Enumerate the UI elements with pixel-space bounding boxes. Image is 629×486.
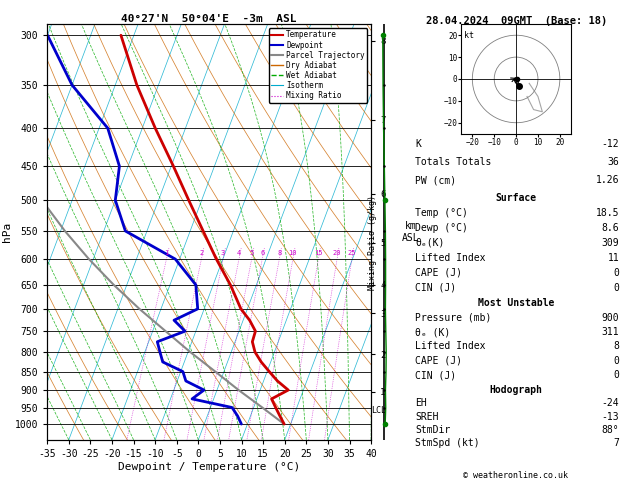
Text: Mixing Ratio (g/kg): Mixing Ratio (g/kg) — [368, 195, 377, 291]
Text: CAPE (J): CAPE (J) — [415, 356, 462, 366]
Text: 309: 309 — [602, 238, 620, 248]
Text: θₑ(K): θₑ(K) — [415, 238, 445, 248]
Text: CAPE (J): CAPE (J) — [415, 268, 462, 278]
Text: 2: 2 — [199, 250, 204, 256]
Text: 88°: 88° — [602, 425, 620, 434]
Text: Lifted Index: Lifted Index — [415, 253, 486, 263]
Text: 8.6: 8.6 — [602, 223, 620, 233]
Text: Surface: Surface — [496, 193, 537, 203]
Text: 25: 25 — [348, 250, 356, 256]
Text: 1.26: 1.26 — [596, 175, 620, 186]
Text: 3: 3 — [221, 250, 225, 256]
Text: 1: 1 — [164, 250, 169, 256]
Text: -24: -24 — [602, 399, 620, 408]
Title: 40°27'N  50°04'E  -3m  ASL: 40°27'N 50°04'E -3m ASL — [121, 14, 297, 23]
Text: 0: 0 — [613, 370, 620, 380]
Text: PW (cm): PW (cm) — [415, 175, 456, 186]
Text: Pressure (mb): Pressure (mb) — [415, 312, 491, 323]
Text: -13: -13 — [602, 412, 620, 421]
Text: 10: 10 — [289, 250, 297, 256]
Text: 18.5: 18.5 — [596, 208, 620, 218]
Text: 4: 4 — [237, 250, 241, 256]
Y-axis label: hPa: hPa — [2, 222, 12, 242]
Text: Totals Totals: Totals Totals — [415, 157, 491, 167]
Text: StmDir: StmDir — [415, 425, 450, 434]
Text: 36: 36 — [608, 157, 620, 167]
X-axis label: Dewpoint / Temperature (°C): Dewpoint / Temperature (°C) — [118, 462, 300, 471]
Text: 11: 11 — [608, 253, 620, 263]
Text: Most Unstable: Most Unstable — [478, 298, 554, 308]
Text: © weatheronline.co.uk: © weatheronline.co.uk — [464, 471, 568, 480]
Text: CIN (J): CIN (J) — [415, 282, 456, 293]
Text: 900: 900 — [602, 312, 620, 323]
Text: 5: 5 — [250, 250, 253, 256]
Text: 15: 15 — [314, 250, 323, 256]
Legend: Temperature, Dewpoint, Parcel Trajectory, Dry Adiabat, Wet Adiabat, Isotherm, Mi: Temperature, Dewpoint, Parcel Trajectory… — [269, 28, 367, 103]
Text: 20: 20 — [333, 250, 342, 256]
Text: Hodograph: Hodograph — [489, 385, 543, 395]
Text: K: K — [415, 139, 421, 149]
Text: 28.04.2024  09GMT  (Base: 18): 28.04.2024 09GMT (Base: 18) — [426, 16, 608, 26]
Text: 8: 8 — [277, 250, 281, 256]
Y-axis label: km
ASL: km ASL — [402, 221, 420, 243]
Text: 6: 6 — [260, 250, 264, 256]
Text: SREH: SREH — [415, 412, 438, 421]
Text: CIN (J): CIN (J) — [415, 370, 456, 380]
Text: LCL: LCL — [371, 406, 386, 416]
Text: 7: 7 — [613, 438, 620, 448]
Text: Dewp (°C): Dewp (°C) — [415, 223, 468, 233]
Text: Lifted Index: Lifted Index — [415, 342, 486, 351]
Text: 0: 0 — [613, 282, 620, 293]
Text: Temp (°C): Temp (°C) — [415, 208, 468, 218]
Text: kt: kt — [464, 31, 474, 40]
Text: 8: 8 — [613, 342, 620, 351]
Text: EH: EH — [415, 399, 427, 408]
Text: 0: 0 — [613, 268, 620, 278]
Text: θₑ (K): θₑ (K) — [415, 327, 450, 337]
Text: 311: 311 — [602, 327, 620, 337]
Text: 0: 0 — [613, 356, 620, 366]
Text: StmSpd (kt): StmSpd (kt) — [415, 438, 480, 448]
Text: -12: -12 — [602, 139, 620, 149]
